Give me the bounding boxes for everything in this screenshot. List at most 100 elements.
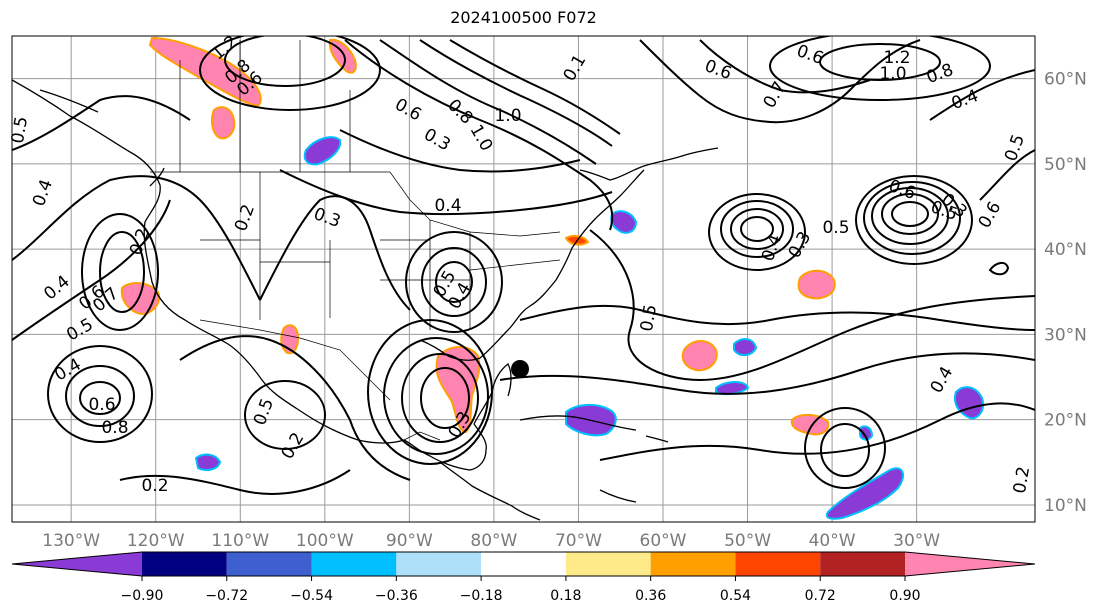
contour-east-arc [979,149,1035,201]
colorbar-segment [650,552,736,576]
contour-label: 0.5 [822,218,849,238]
contour-label: 0.8 [101,418,128,438]
colorbar-tick-label: −0.18 [460,588,503,604]
contour-labels: 1.20.80.61.00.60.6 1.21.0 0.80.40.50.10.70… [8,32,1034,496]
contour-label: 1.0 [494,106,521,126]
colorbar-tick-label: −0.90 [121,588,164,604]
contour-low-east-4 [863,181,961,255]
contour-subtrop-4 [599,402,1035,461]
contour-subtrop-1 [589,229,1035,382]
contour-gulf-4 [367,319,493,465]
longitude-label: 50°W [724,531,771,551]
colorbar-tick-label: 0.54 [720,588,751,604]
contour-north-1 [224,36,346,87]
colorbar-tick-label: −0.36 [375,588,418,604]
longitude-label: 120°W [127,531,185,551]
colorbar-tick-label: −0.72 [205,588,248,604]
contour-label: 1.0 [879,64,906,84]
colorbar-extend-high [905,552,1035,576]
longitude-label: 70°W [555,531,602,551]
latitude-label: 20°N [1044,411,1087,431]
contour-loop-east [988,262,1010,276]
contour-low-mid-atlantic-2 [730,208,784,250]
longitude-label: 100°W [296,531,354,551]
colorbar-segment [226,552,312,576]
pink-patch-east [797,269,836,300]
colorbar [11,551,1036,577]
contour-se-1 [435,261,473,303]
storm-center-marker [511,360,529,378]
contour-nw-2 [81,213,159,331]
contour-jet-2 [379,39,597,165]
colorbar-tick-label: 0.90 [889,588,920,604]
contour-south-2 [804,407,886,489]
contour-jet-3 [419,39,613,147]
purple-patch-mexico [194,453,222,471]
contour-low-east-1 [891,201,929,227]
contour-label: 0.2 [1010,465,1034,495]
colorbar-segment [481,552,566,576]
contour-ne-arc [929,69,1035,121]
colorbar-extend-low [12,552,142,576]
contour-pacific-1 [79,381,121,415]
longitude-label: 60°W [640,531,687,551]
pink-patch-se [790,414,830,436]
contour-label: 0.5 [637,303,661,333]
purple-patch-atlantic [733,338,758,356]
colorbar-segment [396,552,482,576]
contour-atl-1 [639,39,921,124]
colorbar-segment [820,552,905,576]
contour-ne-2 [769,36,991,101]
contour-sw-1 [244,380,326,450]
contour-label: 1.2 [883,48,910,68]
contour-se-2 [421,247,487,317]
latitude-labels: 60°N 50°N 40°N 30°N 20°N 10°N [1044,70,1087,516]
contour-nw-1 [99,231,145,313]
contour-ne-1 [819,43,941,81]
contour-label: 0.5 [8,115,32,145]
longitude-label: 90°W [386,531,433,551]
pink-patch-atlantic [681,340,718,372]
colorbar-tick-label: −0.54 [290,588,333,604]
purple-patch-canada [303,136,342,166]
contour-low-mid-atlantic-4 [708,193,806,271]
contour-mid-3 [119,469,351,495]
latitude-label: 30°N [1044,325,1087,345]
contour-north-2 [199,36,381,111]
contour-mid-1 [259,195,411,311]
purple-patch-small2 [859,425,874,441]
purple-patch-south [825,467,905,520]
contour-low-mid-atlantic-3 [720,200,794,258]
contour-gulf-3 [383,337,489,455]
contour-west-1 [12,199,171,341]
colorbar-tick-label: 0.36 [635,588,666,604]
latitude-label: 40°N [1044,240,1087,260]
contour-south-1 [820,423,870,477]
contour-west-3 [12,95,191,151]
borders [150,40,561,441]
longitude-label: 80°W [470,531,517,551]
colorbar-segment [142,552,227,576]
longitude-labels: 130°W 120°W 110°W 100°W 90°W 80°W 70°W 60°W 50°W… [42,531,940,551]
map-area [12,36,1035,522]
latitude-label: 50°N [1044,155,1087,175]
contour-subtrop-2 [519,304,1035,331]
contour-label: 0.6 [88,395,115,415]
latitude-label: 60°N [1044,70,1087,90]
colorbar-segment [735,552,821,576]
colorbar-segment [311,552,397,576]
chart-title: 2024100500 F072 [450,8,597,27]
colorbar-segment [565,552,651,576]
contour-atl-2 [699,39,871,94]
longitude-label: 110°W [211,531,269,551]
contour-low-east-2 [881,193,939,235]
longitude-label: 40°W [809,531,856,551]
contour-pacific-2 [65,365,135,427]
longitude-label: 130°W [42,531,100,551]
contour-arc-mid-2 [279,169,613,216]
contour-label: 0.2 [141,476,168,496]
coastlines [12,79,719,521]
contour-mid-2 [179,335,411,481]
contour-low-east-5 [855,175,973,265]
colorbar-tick-label: 0.18 [550,588,581,604]
